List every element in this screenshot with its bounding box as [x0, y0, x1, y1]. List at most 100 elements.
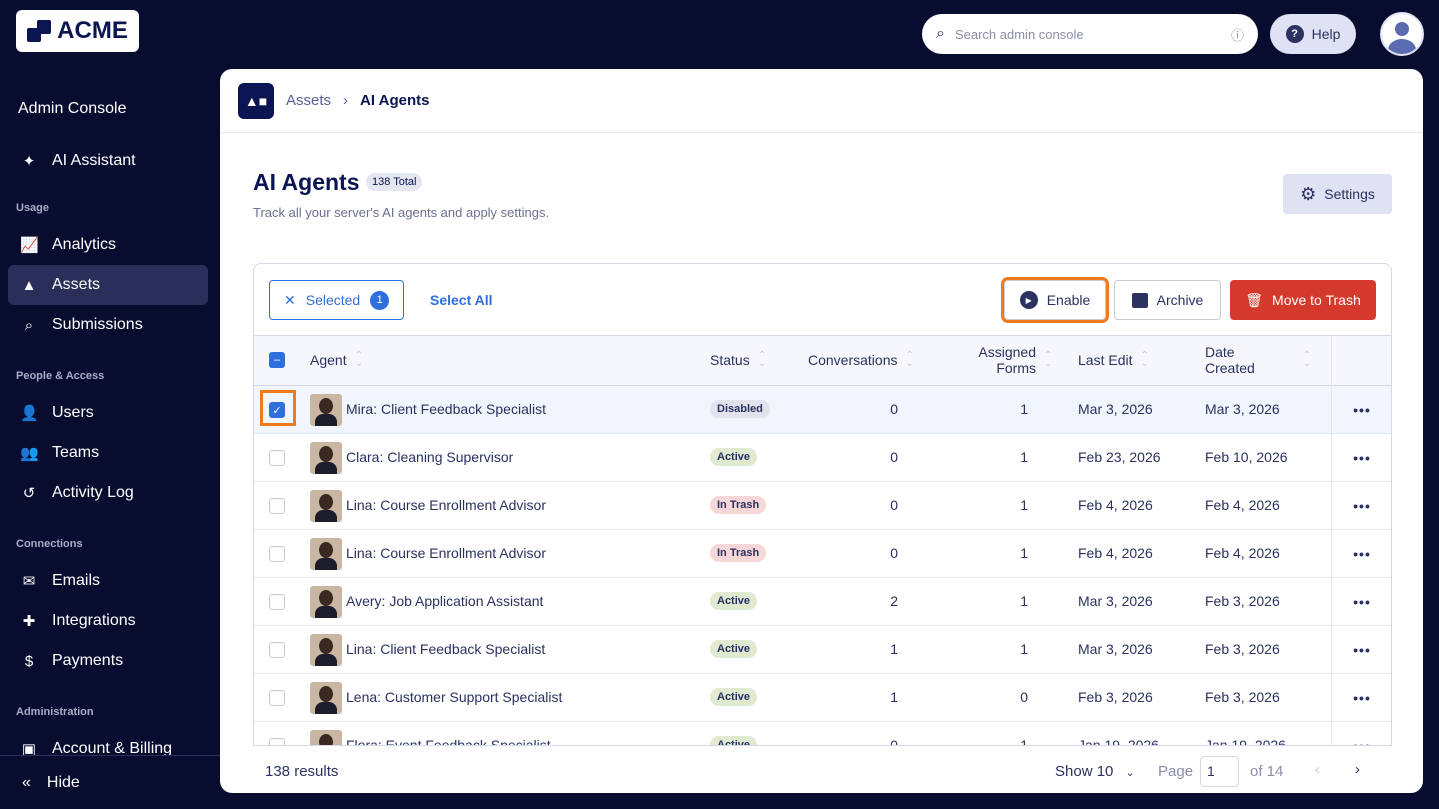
sidebar-section-label: People & Access: [16, 370, 105, 382]
sidebar-item-ai-assistant[interactable]: ✦ AI Assistant: [8, 141, 208, 181]
help-label: Help: [1311, 26, 1341, 42]
assigned-forms-count: 1: [1020, 401, 1028, 417]
sidebar-section-label: Administration: [16, 706, 94, 718]
row-checkbox[interactable]: [269, 450, 285, 466]
row-checkbox[interactable]: [269, 594, 285, 610]
more-actions-icon[interactable]: •••: [1331, 578, 1391, 626]
chart-line-icon: 📈: [20, 237, 39, 254]
sparkles-icon: ✦: [22, 153, 36, 170]
table-row[interactable]: Lina: Course Enrollment Advisor In Trash…: [254, 482, 1391, 530]
more-actions-icon[interactable]: •••: [1331, 386, 1391, 434]
assets-icon: ▲: [21, 276, 37, 294]
sidebar-item-submissions[interactable]: ⌕ Submissions: [8, 305, 208, 345]
move-to-trash-button[interactable]: 🗑 Move to Trash: [1230, 280, 1376, 320]
row-checkbox[interactable]: [269, 498, 285, 514]
trash-icon: 🗑: [1245, 291, 1264, 308]
main-panel: ▲■ Assets › AI Agents AI Agents 138 Tota…: [220, 69, 1423, 793]
enable-button[interactable]: ▶ Enable: [1001, 277, 1109, 323]
agent-name[interactable]: Mira: Client Feedback Specialist: [346, 401, 546, 417]
sidebar-item-emails[interactable]: ✉ Emails: [8, 561, 208, 601]
sidebar-item-label: Activity Log: [52, 484, 134, 501]
brand-name: ACME: [57, 17, 128, 44]
row-checkbox[interactable]: [269, 690, 285, 706]
select-all-link[interactable]: Select All: [430, 292, 493, 308]
sidebar-item-activity-log[interactable]: ↺ Activity Log: [8, 473, 208, 513]
select-all-checkbox[interactable]: –: [269, 352, 285, 368]
more-actions-icon[interactable]: •••: [1331, 674, 1391, 722]
enable-label: Enable: [1046, 292, 1091, 308]
acme-logo[interactable]: ACME: [16, 10, 139, 52]
row-checkbox[interactable]: [269, 642, 285, 658]
page-total: of 14: [1250, 763, 1284, 780]
puzzle-icon: ✚: [22, 613, 36, 630]
agent-name[interactable]: Avery: Job Application Assistant: [346, 593, 544, 609]
col-last-edit[interactable]: Last Edit ⌃ ⌄: [1078, 350, 1149, 369]
date-created: Feb 3, 2026: [1205, 641, 1280, 657]
row-checkbox[interactable]: ✓: [269, 402, 285, 418]
last-edit-date: Mar 3, 2026: [1078, 641, 1153, 657]
table-header: – Agent ⌃ ⌄ Status ⌃ ⌄ Conversations ⌃ ⌄ Assig…: [254, 336, 1391, 386]
agent-name[interactable]: Lina: Course Enrollment Advisor: [346, 497, 546, 513]
next-page-icon[interactable]: ›: [1355, 761, 1360, 778]
sort-icon: ⌃ ⌄: [1140, 350, 1149, 369]
breadcrumb-assets[interactable]: Assets: [286, 92, 332, 109]
status-badge: Active: [710, 592, 758, 610]
search-input[interactable]: ⌕ Search admin console ⓘ: [922, 14, 1258, 54]
row-checkbox[interactable]: [269, 546, 285, 562]
more-actions-icon[interactable]: •••: [1331, 530, 1391, 578]
col-agent[interactable]: Agent ⌃ ⌄: [310, 351, 363, 369]
table-row[interactable]: Lina: Course Enrollment Advisor In Trash…: [254, 530, 1391, 578]
mail-icon: ✉: [22, 573, 36, 590]
agent-avatar: [310, 586, 342, 618]
sort-icon: ⌃ ⌄: [1044, 350, 1053, 369]
table-row[interactable]: Clara: Cleaning Supervisor Active 0 1 Fe…: [254, 434, 1391, 482]
date-created: Feb 3, 2026: [1205, 593, 1280, 609]
agent-name[interactable]: Lina: Client Feedback Specialist: [346, 641, 546, 657]
help-button[interactable]: ? Help: [1270, 14, 1356, 54]
prev-page-icon[interactable]: ‹: [1315, 761, 1320, 778]
status-badge: Disabled: [710, 400, 770, 418]
sidebar-item-label: Submissions: [52, 316, 143, 333]
clear-selection-button[interactable]: ✕ Selected 1: [269, 280, 404, 320]
page-size-value: Show 10: [1055, 763, 1114, 780]
more-actions-icon[interactable]: •••: [1331, 626, 1391, 674]
sidebar-item-teams[interactable]: 👥 Teams: [8, 433, 208, 473]
status-badge: Active: [710, 688, 758, 706]
page-size-select[interactable]: Show 10 ⌄: [1055, 763, 1135, 780]
agent-name[interactable]: Clara: Cleaning Supervisor: [346, 449, 514, 465]
date-created: Feb 4, 2026: [1205, 497, 1280, 513]
col-conversations[interactable]: Conversations ⌃ ⌄: [808, 351, 914, 369]
info-icon: ⓘ: [1230, 27, 1244, 43]
assigned-forms-count: 0: [1020, 689, 1028, 705]
last-edit-date: Feb 23, 2026: [1078, 449, 1161, 465]
sidebar-item-label: Emails: [52, 572, 101, 589]
page-input[interactable]: 1: [1200, 756, 1239, 787]
sidebar-item-integrations[interactable]: ✚ Integrations: [8, 601, 208, 641]
sidebar-item-assets[interactable]: ▲ Assets: [8, 265, 208, 305]
table-row[interactable]: Lina: Client Feedback Specialist Active …: [254, 626, 1391, 674]
logo-mark-icon: [27, 20, 53, 42]
sidebar-item-account-billing[interactable]: ▣ Account & Billing: [8, 729, 208, 769]
col-status[interactable]: Status ⌃ ⌄: [710, 351, 766, 369]
table-row[interactable]: ✓ Mira: Client Feedback Specialist Disab…: [254, 386, 1391, 434]
table-footer: 138 results Show 10 ⌄ Page 1 of 14 ‹ ›: [253, 745, 1392, 793]
status-badge: Active: [710, 640, 758, 658]
col-assigned-forms[interactable]: Assigned Forms ⌃ ⌄: [966, 344, 1076, 376]
archive-button[interactable]: Archive: [1114, 280, 1221, 320]
hide-sidebar-button[interactable]: « Hide: [0, 755, 220, 809]
agent-name[interactable]: Lina: Course Enrollment Advisor: [346, 545, 546, 561]
sidebar-item-payments[interactable]: $ Payments: [8, 641, 208, 681]
dollar-icon: $: [24, 652, 34, 670]
sidebar-item-users[interactable]: 👤 Users: [8, 393, 208, 433]
table-row[interactable]: Lena: Customer Support Specialist Active…: [254, 674, 1391, 722]
table-row[interactable]: Avery: Job Application Assistant Active …: [254, 578, 1391, 626]
col-date-created[interactable]: Date Created ⌃ ⌄: [1205, 344, 1311, 376]
more-actions-icon[interactable]: •••: [1331, 434, 1391, 482]
sidebar-item-analytics[interactable]: 📈 Analytics: [8, 225, 208, 265]
settings-button[interactable]: ⚙ Settings: [1283, 174, 1392, 214]
agent-avatar: [310, 682, 342, 714]
sidebar-item-label: Teams: [52, 444, 100, 461]
agent-name[interactable]: Lena: Customer Support Specialist: [346, 689, 563, 705]
user-avatar[interactable]: [1380, 12, 1424, 56]
more-actions-icon[interactable]: •••: [1331, 482, 1391, 530]
